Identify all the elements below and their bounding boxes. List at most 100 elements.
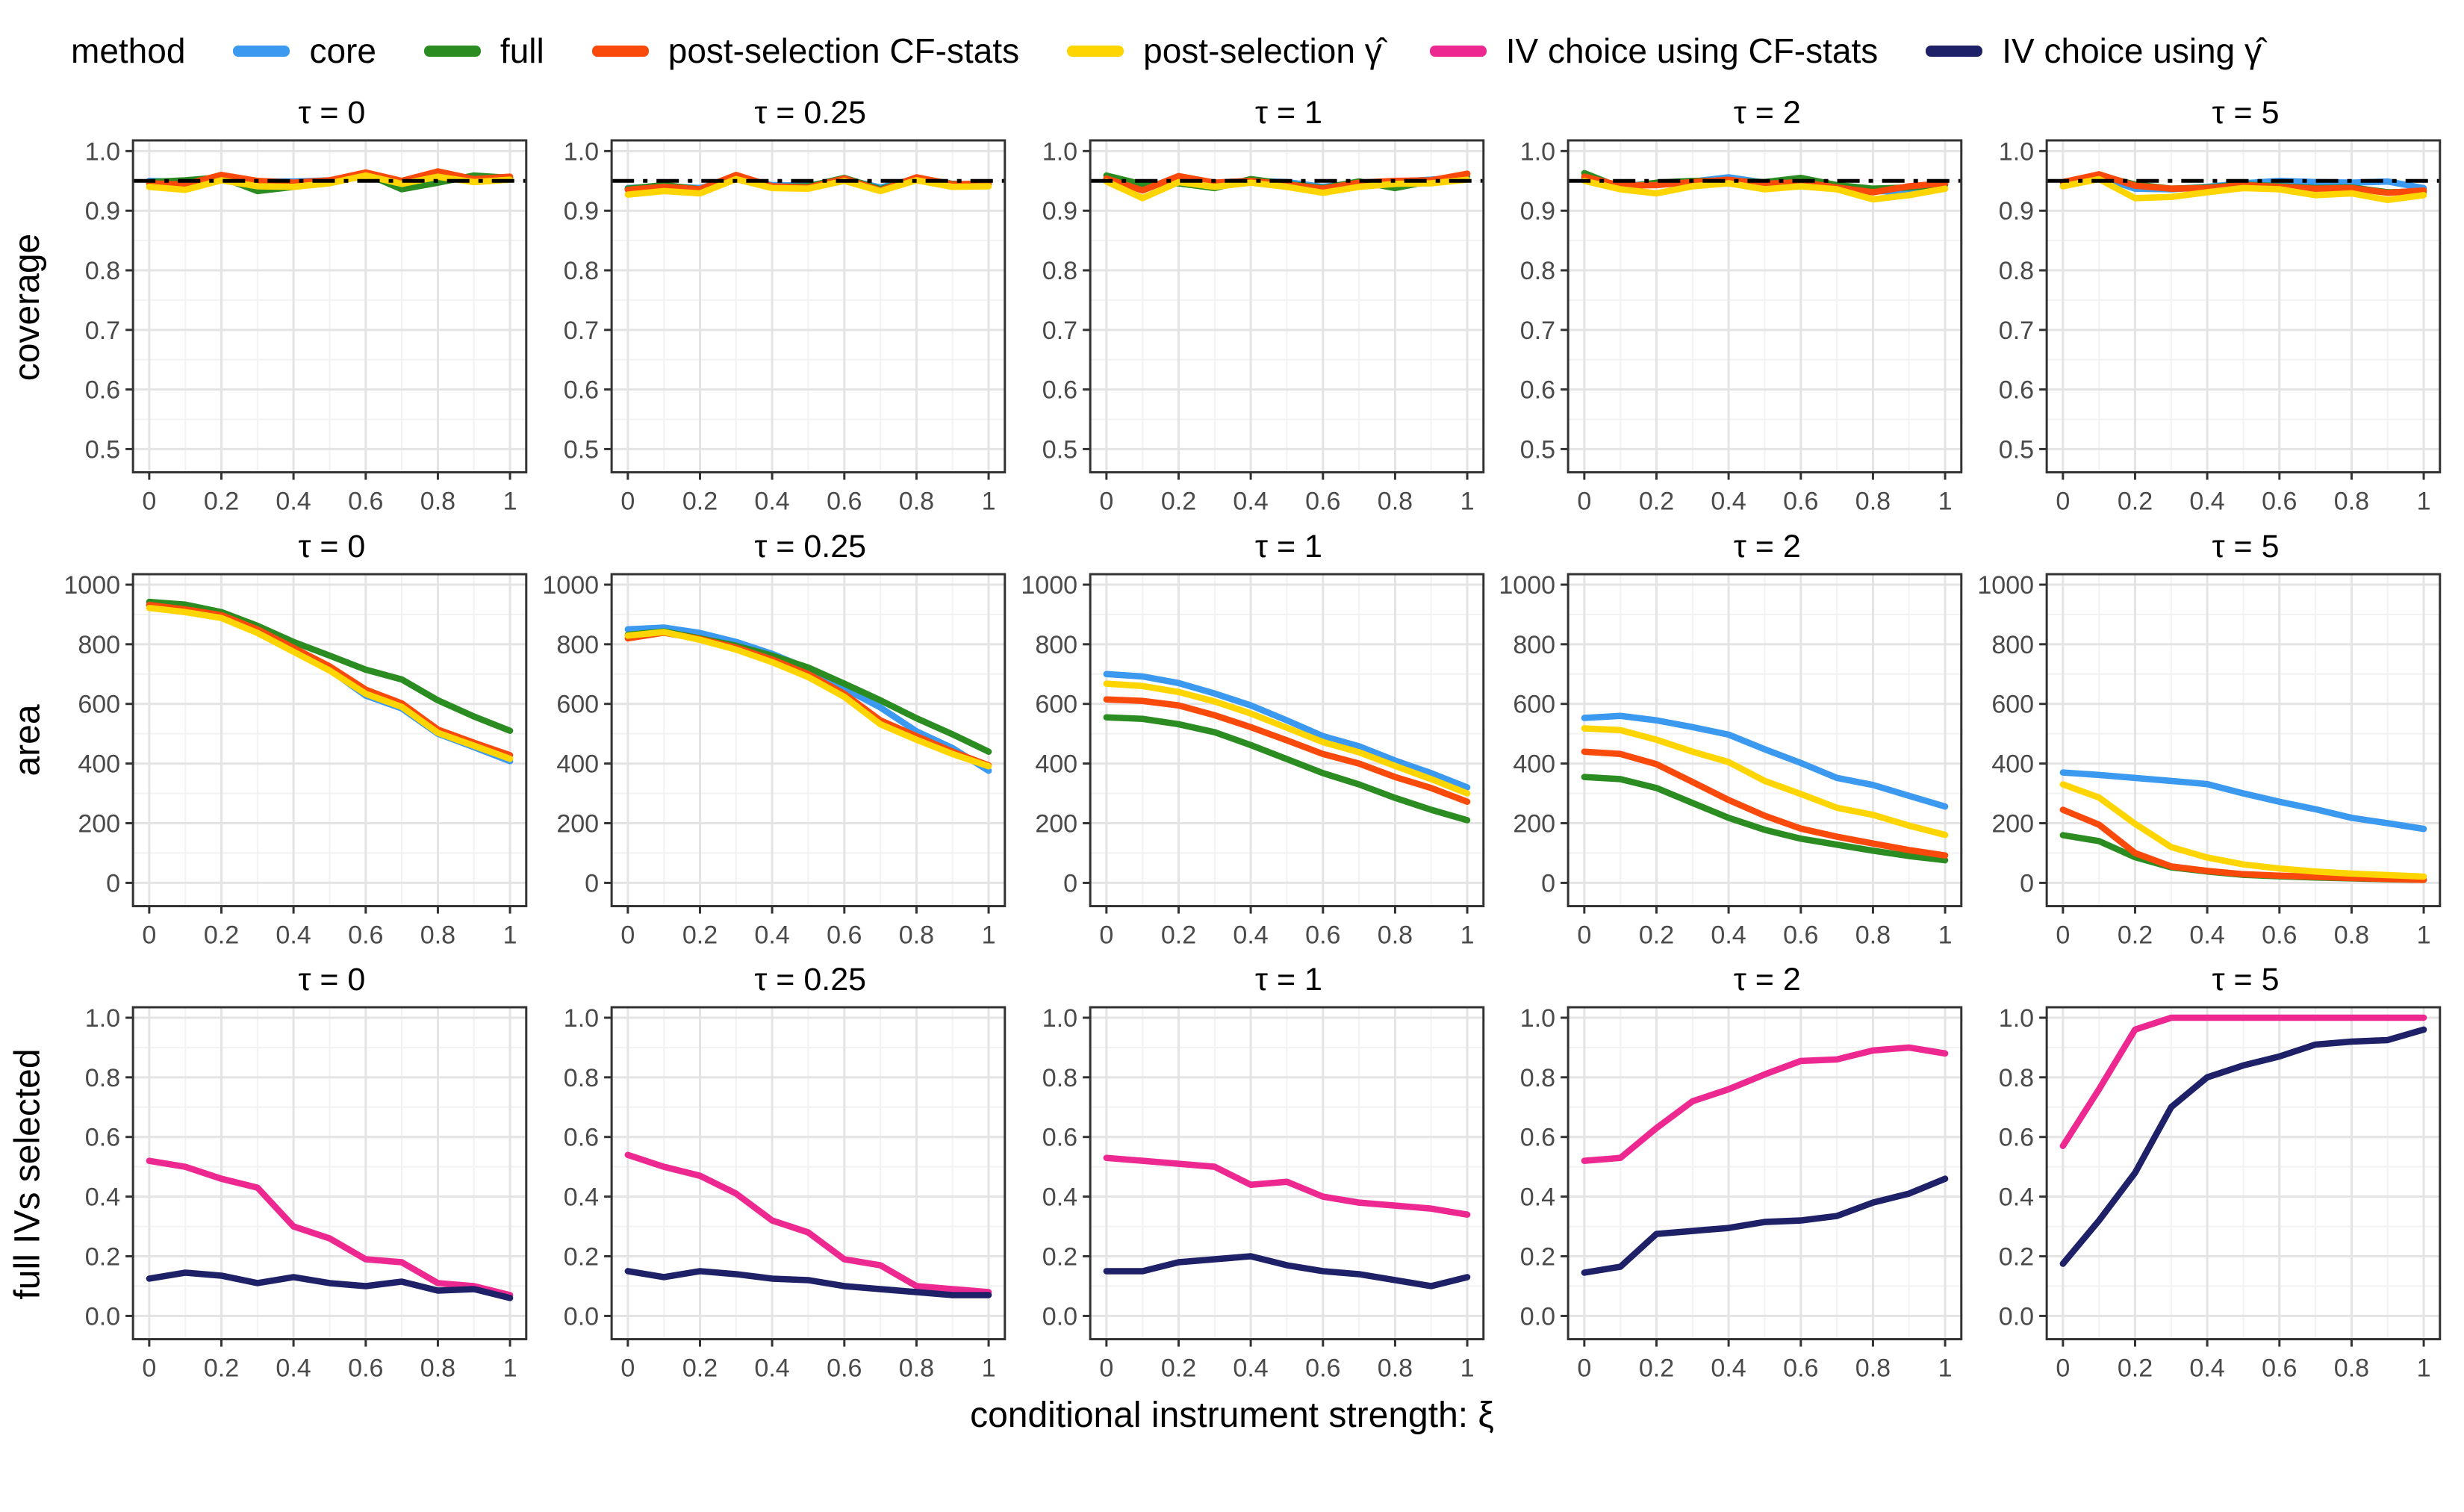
x-tick-label: 0 <box>1578 488 1592 516</box>
series-line <box>2059 175 2427 204</box>
y-tick-label: 1.0 <box>564 1004 599 1033</box>
x-tick-label: 0.2 <box>1639 921 1674 949</box>
x-tick-label: 0.2 <box>1639 1354 1674 1383</box>
y-tick-label: 0 <box>2020 869 2034 897</box>
panel-title: τ = 1 <box>1255 528 1322 564</box>
series-line <box>2059 806 2427 883</box>
x-tick-label: 0 <box>2056 1354 2071 1383</box>
x-tick-label: 0.4 <box>1711 488 1746 516</box>
panels-coverage: τ = 0 0.5 0.6 0.7 0.8 0.9 1.0 0 0.2 0.4 0.6 0.8 1 τ =… <box>55 91 2448 523</box>
legend-item-3: post-selection γ̂ <box>1067 31 1382 71</box>
x-tick-label: 0 <box>1578 921 1592 949</box>
y-tick-label: 0.8 <box>564 1064 599 1092</box>
panels-full-ivs-selected: τ = 0 0.0 0.2 0.4 0.6 0.8 1.0 0 0.2 0.4 0.6 0.8 1 τ =… <box>55 958 2448 1390</box>
x-tick-label: 0.8 <box>899 921 934 949</box>
x-tick-label: 0 <box>142 488 156 516</box>
x-tick-label: 0.4 <box>754 921 789 949</box>
x-tick-label: 0.2 <box>1160 488 1195 516</box>
y-tick-label: 1.0 <box>1042 1004 1077 1033</box>
y-tick-label: 1.0 <box>85 137 120 166</box>
y-tick-label: 800 <box>1992 630 2035 659</box>
x-tick-label: 0.8 <box>420 488 455 516</box>
series-line <box>1581 724 1949 839</box>
x-tick-label: 0.4 <box>1233 1354 1268 1383</box>
x-tick-label: 1 <box>1460 488 1474 516</box>
series-line <box>1103 679 1470 797</box>
y-tick-label: 200 <box>78 809 120 838</box>
y-tick-label: 200 <box>1513 809 1556 838</box>
panel-plot: 0.0 0.2 0.4 0.6 0.8 1.0 0 0.2 0.4 0.6 0.8 1 <box>564 1004 1007 1383</box>
panel-r0-c1: τ = 0.25 0.5 0.6 0.7 0.8 0.9 1.0 0 0.2 0.4 0.6 0.8 1 <box>534 91 1012 523</box>
y-tick-label: 0.9 <box>1999 197 2034 225</box>
x-tick-label: 0.8 <box>2334 1354 2369 1383</box>
x-tick-label: 0.2 <box>2118 488 2153 516</box>
y-tick-label: 1.0 <box>1999 137 2034 166</box>
y-tick-label: 0.4 <box>1042 1183 1077 1212</box>
panel-r0-c4: τ = 5 0.5 0.6 0.7 0.8 0.9 1.0 0 0.2 0.4 0.6 0.8 1 <box>1969 91 2448 523</box>
y-tick-label: 0.7 <box>85 317 120 345</box>
y-tick-label: 0.6 <box>1999 1124 2034 1152</box>
x-tick-label: 0.8 <box>899 1354 934 1383</box>
x-tick-label: 0.6 <box>827 921 862 949</box>
y-tick-label: 200 <box>1992 809 2035 838</box>
y-tick-label: 0.6 <box>564 1124 599 1152</box>
panel-plot: 0.5 0.6 0.7 0.8 0.9 1.0 0 0.2 0.4 0.6 0.8 1 <box>1042 137 1484 516</box>
legend-item-label: post-selection γ̂ <box>1143 31 1382 70</box>
panel-r2-c0: τ = 0 0.0 0.2 0.4 0.6 0.8 1.0 0 0.2 0.4 0.6 0.8 1 <box>55 958 534 1390</box>
series-line <box>624 1268 992 1299</box>
y-axis-label-area: area <box>0 525 55 957</box>
x-axis-label: conditional instrument strength: ξ <box>970 1395 1494 1435</box>
x-tick-label: 0.6 <box>1784 488 1819 516</box>
legend-title: method <box>71 31 186 70</box>
y-tick-label: 1000 <box>1978 571 2035 600</box>
x-tick-label: 0.4 <box>276 488 311 516</box>
legend-item-1: full <box>423 31 544 71</box>
x-tick-label: 0.8 <box>420 1354 455 1383</box>
series-line <box>1581 712 1949 810</box>
y-tick-label: 0.8 <box>1999 1064 2034 1092</box>
y-tick-label: 0.2 <box>1520 1243 1555 1272</box>
y-tick-label: 1.0 <box>1520 137 1555 166</box>
legend-item-0: core <box>233 31 376 71</box>
x-tick-label: 0.6 <box>1784 921 1819 949</box>
y-tick-label: 0.2 <box>1999 1243 2034 1272</box>
series-line <box>1103 1154 1470 1219</box>
x-tick-label: 0.6 <box>2262 921 2297 949</box>
panels-area: τ = 0 0 200 400 600 800 1000 0 0.2 0.4 0.6 0.8 1 τ = … <box>55 525 2448 957</box>
y-tick-label: 0.8 <box>1042 257 1077 285</box>
y-tick-label: 0.8 <box>1520 1064 1555 1092</box>
panel-title: τ = 1 <box>1255 95 1322 131</box>
panel-plot: 0.0 0.2 0.4 0.6 0.8 1.0 0 0.2 0.4 0.6 0.8 1 <box>1042 1004 1484 1383</box>
panel-plot: 0 200 400 600 800 1000 0 0.2 0.4 0.6 0.8 1 <box>63 571 528 949</box>
y-tick-label: 600 <box>78 690 120 718</box>
y-tick-label: 400 <box>556 750 599 778</box>
series-line <box>1103 1253 1470 1290</box>
y-tick-label: 0 <box>106 869 120 897</box>
y-tick-label: 0.9 <box>85 197 120 225</box>
x-tick-label: 0 <box>620 488 635 516</box>
x-tick-label: 0.6 <box>1784 1354 1819 1383</box>
panel-r0-c2: τ = 1 0.5 0.6 0.7 0.8 0.9 1.0 0 0.2 0.4 0.6 0.8 1 <box>1012 91 1491 523</box>
series-line <box>1103 176 1470 202</box>
y-tick-label: 0.2 <box>1042 1243 1077 1272</box>
x-tick-label: 0.6 <box>2262 1354 2297 1383</box>
y-axis-label-full-ivs-selected: full IVs selected <box>0 958 55 1390</box>
panel-r1-c1: τ = 0.25 0 200 400 600 800 1000 0 0.2 0.4 0.6 0.8 1 <box>534 525 1012 957</box>
panel-title: τ = 2 <box>1733 528 1801 564</box>
legend-item-label: core <box>309 31 376 70</box>
y-tick-label: 1.0 <box>1042 137 1077 166</box>
legend-key-line-icon <box>233 45 290 57</box>
y-tick-label: 0.8 <box>1042 1064 1077 1092</box>
x-tick-label: 0.4 <box>2190 488 2225 516</box>
panel-r1-c0: τ = 0 0 200 400 600 800 1000 0 0.2 0.4 0.6 0.8 1 <box>55 525 534 957</box>
x-tick-label: 0.2 <box>204 488 239 516</box>
x-tick-label: 0.4 <box>754 1354 789 1383</box>
x-tick-label: 0.6 <box>348 921 383 949</box>
x-tick-label: 0 <box>1099 921 1113 949</box>
panel-title: τ = 2 <box>1733 95 1801 131</box>
y-tick-label: 600 <box>556 690 599 718</box>
panel-title: τ = 0.25 <box>754 95 867 131</box>
y-tick-label: 0.9 <box>1042 197 1077 225</box>
y-tick-label: 0.6 <box>1042 376 1077 405</box>
y-tick-label: 800 <box>556 630 599 659</box>
